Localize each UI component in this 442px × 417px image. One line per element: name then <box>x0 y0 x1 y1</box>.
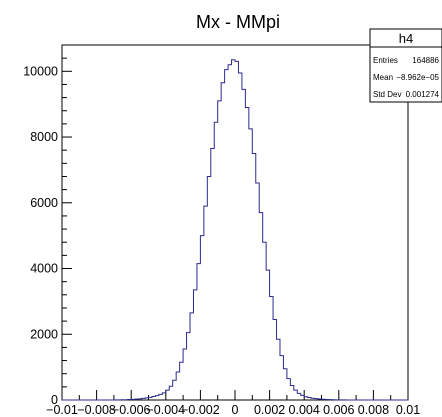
x-tick-label: 0 <box>232 403 239 417</box>
histogram-bin <box>277 339 280 400</box>
x-tick-label: −0.01 <box>46 403 78 417</box>
histogram-bin <box>218 101 221 400</box>
histogram-bin <box>249 129 252 400</box>
histogram-bin <box>225 70 228 400</box>
x-tick-label: 0.01 <box>396 403 420 417</box>
x-tick-label: −0.006 <box>112 403 151 417</box>
histogram-bin <box>245 107 248 400</box>
histogram-outline <box>62 59 408 401</box>
x-axis: −0.01 −0.008−0.006−0.004−0.002 0 0.002 0.004… <box>46 390 420 417</box>
stats-box-name: h4 <box>399 31 413 46</box>
histogram-series <box>114 60 353 400</box>
histogram-bin <box>301 395 304 400</box>
y-tick-label: 0 <box>51 393 58 407</box>
chart-title: Mx - MMpi <box>196 12 280 32</box>
histogram-bin <box>166 390 169 400</box>
x-tick-label: 0.002 <box>254 403 285 417</box>
y-tick-label: 10000 <box>23 64 58 78</box>
histogram-bin <box>256 183 259 400</box>
histogram-bin <box>183 349 186 400</box>
histogram-bin <box>270 296 273 400</box>
histogram-bin <box>294 390 297 400</box>
histogram-bin <box>187 333 190 400</box>
x-tick-label: 0.008 <box>358 403 389 417</box>
histogram-bin <box>283 369 286 400</box>
y-tick-label: 6000 <box>30 196 58 210</box>
x-tick-label: −0.004 <box>147 403 186 417</box>
histogram-bin <box>152 397 155 400</box>
x-tick-label: −0.002 <box>181 403 220 417</box>
x-tick-label: 0.004 <box>289 403 320 417</box>
histogram-bin <box>259 213 262 400</box>
histogram-bin <box>193 290 196 400</box>
stats-entries-value: 164886 <box>412 56 439 65</box>
histogram-bin <box>169 386 172 400</box>
y-tick-label: 2000 <box>30 327 58 341</box>
histogram-bin <box>180 362 183 400</box>
y-axis: 0 2000 4000 6000 8000 10000 <box>23 57 72 407</box>
histogram-bin <box>273 319 276 400</box>
histogram-bin <box>162 393 165 400</box>
histogram-bin <box>232 60 235 400</box>
histogram-bin <box>200 236 203 400</box>
histogram-bin <box>214 122 217 400</box>
histogram-bin <box>235 61 238 400</box>
x-tick-label: 0.006 <box>323 403 354 417</box>
stats-stddev-label: Std Dev <box>373 90 401 99</box>
histogram-bin <box>190 313 193 400</box>
histogram-bin <box>159 394 162 400</box>
histogram-bin <box>155 396 158 400</box>
histogram-bin <box>197 264 200 400</box>
histogram-bin <box>252 153 255 400</box>
histogram-bin <box>211 149 214 400</box>
histogram-bin <box>297 393 300 400</box>
histogram-bin <box>207 176 210 400</box>
stats-box: h4 Entries 164886 Mean −8.962e−05 Std De… <box>369 28 442 103</box>
histogram-bin <box>221 83 224 400</box>
histogram-bin <box>263 242 266 400</box>
histogram-bin <box>204 206 207 400</box>
histogram-bin <box>228 65 231 400</box>
histogram-bin <box>176 372 179 400</box>
stats-entries-label: Entries <box>373 56 398 65</box>
histogram-bin <box>266 270 269 400</box>
histogram-bin <box>280 356 283 400</box>
x-tick-label: −0.008 <box>77 403 116 417</box>
stats-box-frame <box>369 28 442 103</box>
y-tick-label: 8000 <box>30 130 58 144</box>
stats-mean-value: −8.962e−05 <box>396 73 439 82</box>
stats-stddev-value: 0.001274 <box>406 90 440 99</box>
stats-mean-label: Mean <box>373 73 393 82</box>
y-tick-label: 4000 <box>30 262 58 276</box>
histogram-bin <box>242 89 245 400</box>
histogram-bin <box>290 386 293 400</box>
histogram-bin <box>287 379 290 400</box>
histogram-bin <box>238 73 241 400</box>
histogram-bin <box>173 380 176 400</box>
